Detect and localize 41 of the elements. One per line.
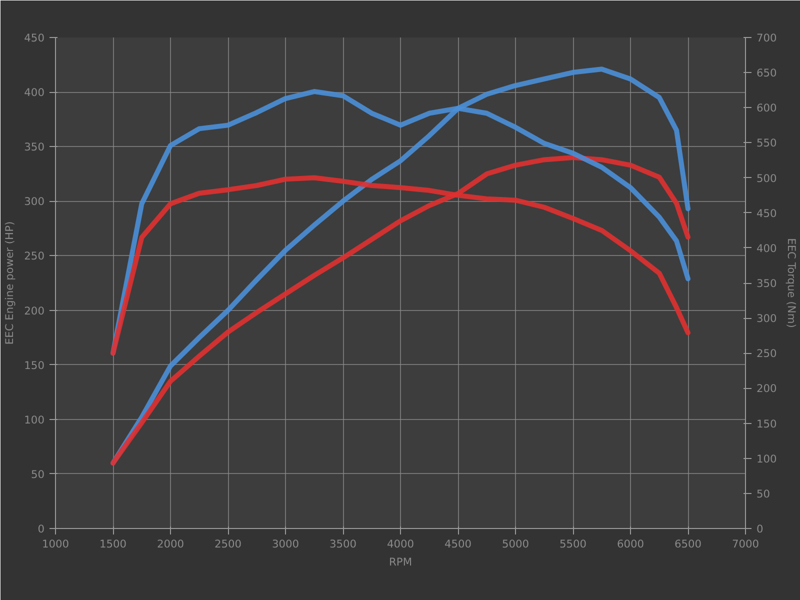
x-tick-label: 3000 [272,538,300,550]
y2-axis-title: EEC Torque (Nm) [784,238,798,328]
x-axis-title: RPM [388,556,412,568]
x-tick-label: 2500 [214,538,242,550]
y-tick-label: 300 [24,195,45,208]
y2-tick-label: 350 [756,277,778,290]
y-tick-label: 400 [24,86,45,100]
x-tick-label: 4000 [386,538,414,550]
y2-tick-label: 500 [756,172,778,185]
y2-tick-label: 650 [756,66,778,80]
y-tick-label: 100 [24,413,45,426]
x-tick-label: 1000 [42,538,70,550]
y-axis-title: EEC Engine power (HP) [3,221,16,345]
x-tick-label: 4500 [444,538,472,550]
y2-tick-label: 0 [756,522,764,536]
y2-tick-label: 400 [756,242,778,255]
y2-tick-label: 600 [756,102,778,115]
x-tick-label: 2000 [156,538,184,550]
y2-tick-label: 50 [756,487,770,500]
y2-tick-label: 700 [756,32,778,44]
x-tick-label: 7000 [732,538,760,550]
y-tick-label: 150 [24,358,45,372]
x-tick-label: 1500 [99,538,127,550]
y2-tick-label: 100 [756,452,778,466]
y-tick-label: 0 [38,522,45,536]
y-tick-label: 450 [24,32,45,44]
x-tick-label: 6000 [616,538,644,550]
y2-tick-label: 150 [756,417,778,430]
x-tick-label: 3500 [329,538,357,550]
y2-tick-label: 450 [756,206,778,220]
y2-tick-label: 300 [756,312,778,326]
y-tick-label: 200 [24,304,45,318]
x-tick-label: 5500 [559,538,587,550]
y2-tick-label: 200 [756,382,778,396]
x-tick-label: 5000 [502,538,530,550]
y-tick-label: 350 [24,140,45,154]
y2-tick-label: 250 [756,347,778,360]
y-tick-label: 250 [24,250,45,263]
y2-tick-label: 550 [756,136,778,150]
x-tick-label: 6500 [674,538,702,550]
y-tick-label: 50 [30,468,45,481]
